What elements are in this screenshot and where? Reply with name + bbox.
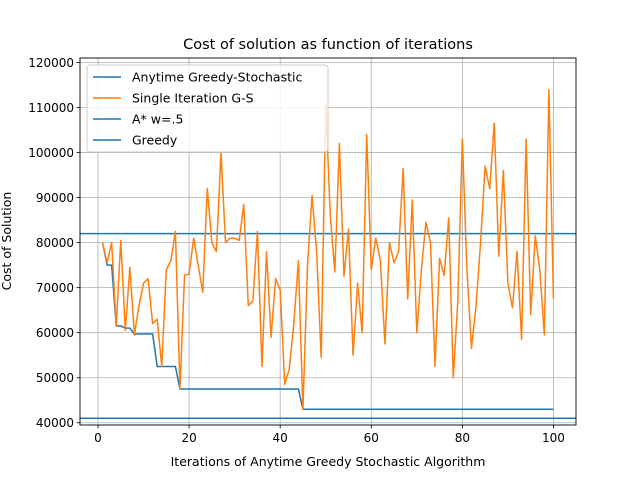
series-line-anytime-greedy-stochastic [101, 242, 554, 410]
plot-frame [79, 57, 577, 426]
series-line-single-iteration-g-s [101, 88, 555, 410]
y-tick-label: 40000 [36, 416, 74, 430]
x-tick-label: 60 [364, 431, 379, 445]
x-tick-label: 100 [542, 431, 565, 445]
legend-label: Single Iteration G-S [132, 91, 254, 106]
y-axis-title: Cost of Solution [0, 192, 14, 291]
x-tick-label: 80 [455, 431, 470, 445]
legend-box [86, 64, 329, 153]
legend-label: A* w=.5 [132, 112, 183, 127]
y-tick-label: 70000 [36, 281, 74, 295]
x-tick-label: 0 [94, 431, 102, 445]
y-tick-label: 80000 [36, 236, 74, 250]
legend-label: Greedy [132, 133, 178, 148]
y-tick-label: 100000 [28, 146, 74, 160]
y-axis: 40000 50000 60000 70000 80000 90000 100000 1100… [28, 56, 80, 430]
x-axis: 0 20 40 60 80 100 [94, 425, 565, 445]
legend-label: Anytime Greedy-Stochastic [132, 70, 302, 85]
x-tick-label: 20 [181, 431, 196, 445]
legend: Anytime Greedy-Stochastic Single Iteratio… [86, 64, 329, 153]
chart-title: Cost of solution as function of iteratio… [183, 37, 473, 53]
y-tick-label: 110000 [28, 101, 74, 115]
y-tick-label: 50000 [36, 371, 74, 385]
x-tick-label: 40 [273, 431, 288, 445]
y-tick-label: 120000 [28, 56, 74, 70]
x-axis-title: Iterations of Anytime Greedy Stochastic … [171, 454, 486, 469]
y-tick-label: 90000 [36, 191, 74, 205]
y-tick-label: 60000 [36, 326, 74, 340]
plot-area [80, 88, 576, 419]
